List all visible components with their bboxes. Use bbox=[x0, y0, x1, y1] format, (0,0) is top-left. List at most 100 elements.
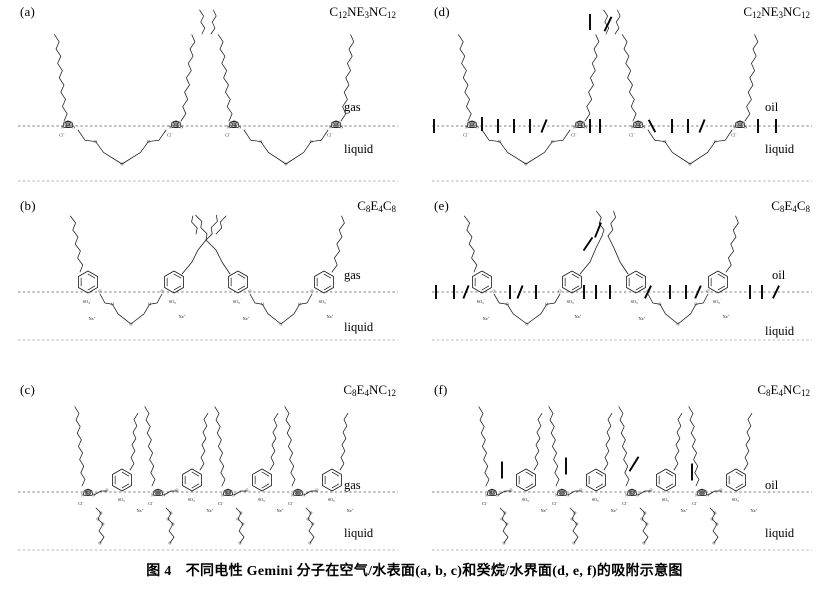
panel-b: (b) C8E4C8 gas liquid SO3− SO3− SO3− SO3− Na… bbox=[6, 196, 406, 376]
svg-text:N: N bbox=[238, 124, 241, 129]
svg-text:O: O bbox=[526, 321, 529, 326]
panel-a-phase-bottom: liquid bbox=[344, 142, 374, 156]
svg-text:O: O bbox=[246, 487, 249, 492]
svg-text:O: O bbox=[249, 288, 252, 293]
svg-text:Na+: Na+ bbox=[639, 315, 646, 321]
svg-text:O: O bbox=[576, 521, 579, 526]
caption-text: 不同电性 Gemini 分子在空气/水表面(a, b, c)和癸烷/水界面(d,… bbox=[185, 564, 683, 579]
svg-text:SO3−: SO3− bbox=[83, 298, 92, 305]
svg-text:O: O bbox=[94, 139, 97, 144]
svg-text:Na+: Na+ bbox=[681, 507, 688, 513]
panel-e: (e) C8E4C8 oil liquid SO3− SO3− SO3− SO3− Na… bbox=[420, 196, 820, 376]
svg-text:O: O bbox=[663, 139, 666, 144]
svg-text:Cl−: Cl− bbox=[463, 132, 469, 138]
svg-text:N: N bbox=[162, 492, 165, 497]
svg-text:O: O bbox=[99, 540, 102, 545]
svg-text:Cl−: Cl− bbox=[629, 132, 635, 138]
svg-text:N: N bbox=[92, 492, 95, 497]
svg-text:SO3−: SO3− bbox=[522, 496, 531, 503]
panel-e-formula: C8E4C8 bbox=[771, 198, 810, 214]
svg-text:O: O bbox=[310, 139, 313, 144]
svg-text:O: O bbox=[307, 516, 310, 521]
svg-text:O: O bbox=[650, 487, 653, 492]
svg-text:⊕: ⊕ bbox=[297, 491, 300, 495]
svg-text:SO3−: SO3− bbox=[592, 496, 601, 503]
svg-text:O: O bbox=[711, 516, 714, 521]
panel-f: (f) C8E4NC12 oil liquid ⊕ N N Cl− SO3− Na+ O O O… bbox=[420, 380, 820, 560]
panel-b-formula: C8E4C8 bbox=[357, 198, 396, 214]
svg-text:N: N bbox=[485, 492, 488, 497]
svg-text:Na+: Na+ bbox=[327, 313, 334, 319]
panel-d-formula: C12NE3NC12 bbox=[743, 4, 810, 20]
figure-caption: 图 4 不同电性 Gemini 分子在空气/水表面(a, b, c)和癸烷/水界面… bbox=[0, 560, 829, 580]
panel-c-phase-bottom: liquid bbox=[344, 526, 374, 540]
svg-text:N: N bbox=[555, 492, 558, 497]
svg-text:O: O bbox=[716, 521, 719, 526]
svg-text:N: N bbox=[232, 492, 235, 497]
svg-text:SO3−: SO3− bbox=[631, 298, 640, 305]
svg-text:O: O bbox=[503, 540, 506, 545]
svg-text:O: O bbox=[644, 510, 647, 515]
svg-text:⊕: ⊕ bbox=[233, 123, 236, 127]
panel-d-letter: (d) bbox=[434, 4, 450, 19]
panel-a-formula: C12NE3NC12 bbox=[329, 4, 396, 20]
svg-text:O: O bbox=[280, 321, 283, 326]
svg-text:O: O bbox=[574, 510, 577, 515]
panel-e-phase-top: oil bbox=[772, 268, 786, 282]
svg-text:N: N bbox=[706, 492, 709, 497]
svg-text:O: O bbox=[147, 139, 150, 144]
svg-text:O: O bbox=[259, 139, 262, 144]
svg-text:O: O bbox=[689, 161, 692, 166]
panel-b-diagram: SO3− SO3− SO3− SO3− Na+ Na+ Na+ Na+ O O O O O O O O O O bbox=[18, 214, 398, 341]
svg-text:N: N bbox=[340, 124, 343, 129]
svg-text:⊕: ⊕ bbox=[157, 491, 160, 495]
svg-text:O: O bbox=[309, 540, 312, 545]
svg-text:O: O bbox=[720, 487, 723, 492]
svg-text:SO3−: SO3− bbox=[662, 496, 671, 503]
svg-text:O: O bbox=[100, 510, 103, 515]
svg-text:O: O bbox=[97, 516, 100, 521]
svg-text:Cl−: Cl− bbox=[59, 132, 65, 138]
svg-text:O: O bbox=[298, 302, 301, 307]
svg-text:O: O bbox=[493, 288, 496, 293]
svg-text:O: O bbox=[130, 321, 133, 326]
svg-text:Na+: Na+ bbox=[89, 315, 96, 321]
svg-text:N: N bbox=[631, 124, 634, 129]
svg-text:SO3−: SO3− bbox=[319, 298, 328, 305]
svg-text:⊕: ⊕ bbox=[579, 123, 582, 127]
svg-text:Cl−: Cl− bbox=[218, 500, 224, 506]
svg-text:O: O bbox=[172, 521, 175, 526]
svg-text:Na+: Na+ bbox=[347, 507, 354, 513]
svg-text:SO3−: SO3− bbox=[477, 298, 486, 305]
svg-text:N: N bbox=[584, 124, 587, 129]
svg-text:Na+: Na+ bbox=[243, 315, 250, 321]
svg-text:Na+: Na+ bbox=[541, 507, 548, 513]
svg-text:O: O bbox=[571, 516, 574, 521]
svg-text:⊕: ⊕ bbox=[87, 491, 90, 495]
svg-text:O: O bbox=[121, 161, 124, 166]
svg-text:⊕: ⊕ bbox=[67, 123, 70, 127]
svg-text:O: O bbox=[106, 487, 109, 492]
svg-text:SO3−: SO3− bbox=[258, 496, 267, 503]
svg-text:O: O bbox=[285, 161, 288, 166]
panel-d-phase-bottom: liquid bbox=[765, 142, 795, 156]
svg-text:O: O bbox=[242, 521, 245, 526]
svg-text:O: O bbox=[237, 516, 240, 521]
panel-c-formula: C8E4NC12 bbox=[343, 382, 396, 398]
svg-text:Cl−: Cl− bbox=[731, 132, 737, 138]
panel-b-phase-bottom: liquid bbox=[344, 320, 374, 334]
svg-text:O: O bbox=[545, 302, 548, 307]
svg-text:⊕: ⊕ bbox=[561, 491, 564, 495]
svg-text:SO3−: SO3− bbox=[567, 298, 576, 305]
svg-text:Na+: Na+ bbox=[575, 313, 582, 319]
svg-text:N: N bbox=[573, 124, 576, 129]
panel-c: (c) C8E4NC12 gas liquid ⊕ N N Cl− SO3− Na+ O O O… bbox=[6, 380, 406, 560]
svg-text:N: N bbox=[496, 492, 499, 497]
svg-text:Na+: Na+ bbox=[483, 315, 490, 321]
svg-text:O: O bbox=[176, 487, 179, 492]
svg-text:O: O bbox=[240, 510, 243, 515]
svg-text:N: N bbox=[625, 492, 628, 497]
svg-text:Cl−: Cl− bbox=[327, 132, 333, 138]
svg-text:Na+: Na+ bbox=[751, 507, 758, 513]
